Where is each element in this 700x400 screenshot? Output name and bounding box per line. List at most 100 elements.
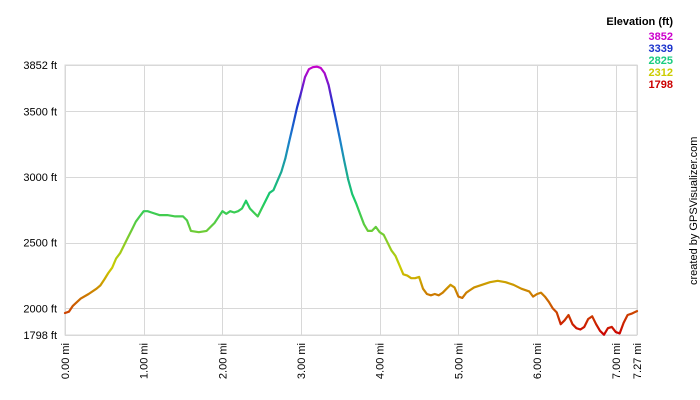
elevation-point bbox=[79, 297, 82, 300]
elevation-point bbox=[390, 249, 393, 252]
elevation-point bbox=[288, 140, 291, 143]
elevation-point bbox=[190, 230, 192, 232]
legend-entry-1798: 1798 bbox=[649, 79, 673, 91]
elevation-point bbox=[520, 287, 523, 290]
elevation-point bbox=[382, 234, 385, 236]
elevation-point bbox=[316, 65, 318, 68]
elevation-point bbox=[182, 215, 184, 218]
elevation-line bbox=[63, 65, 639, 336]
x-tick-label: 0.00 mi bbox=[60, 343, 72, 379]
elevation-point bbox=[312, 66, 314, 68]
elevation-point bbox=[241, 207, 243, 210]
elevation-point bbox=[150, 211, 153, 214]
elevation-point bbox=[414, 277, 416, 280]
elevation-point bbox=[225, 213, 228, 215]
elevation-point bbox=[253, 211, 255, 214]
elevation-point bbox=[135, 220, 137, 223]
x-tick-label: 7.00 mi bbox=[611, 343, 623, 379]
elevation-point bbox=[406, 274, 409, 277]
elevation-point bbox=[87, 293, 90, 295]
elevation-point bbox=[327, 84, 330, 86]
elevation-point bbox=[410, 277, 413, 280]
elevation-point bbox=[422, 287, 424, 290]
elevation-point bbox=[469, 289, 472, 291]
elevation-point bbox=[296, 106, 298, 109]
elevation-point bbox=[111, 266, 113, 269]
elevation-point bbox=[127, 236, 129, 239]
elevation-point bbox=[445, 287, 448, 290]
elevation-point bbox=[300, 92, 302, 94]
elevation-point bbox=[552, 307, 554, 310]
elevation-point bbox=[237, 210, 239, 212]
elevation-point bbox=[426, 293, 428, 295]
elevation-point bbox=[496, 280, 499, 282]
elevation-point bbox=[319, 67, 322, 69]
elevation-point bbox=[166, 214, 169, 216]
y-axis-ticks: 1798 ft 2000 ft 2500 ft 3000 ft 3500 ft 3852 … bbox=[23, 60, 57, 342]
x-tick-label: 4.00 mi bbox=[375, 343, 387, 379]
elevation-point bbox=[453, 286, 456, 289]
x-tick-label: 6.00 mi bbox=[532, 343, 544, 379]
elevation-point bbox=[186, 219, 188, 222]
legend-entry-2312: 2312 bbox=[649, 67, 673, 79]
elevation-point bbox=[441, 291, 444, 294]
elevation-point bbox=[123, 244, 125, 247]
y-tick-label: 2500 ft bbox=[23, 238, 57, 250]
credit-text: created by GPSVisualizer.com bbox=[688, 137, 700, 285]
elevation-point bbox=[457, 295, 460, 298]
elevation-point bbox=[622, 322, 625, 324]
elevation-point bbox=[481, 284, 483, 286]
elevation-point bbox=[335, 121, 338, 123]
elevation-point bbox=[473, 286, 475, 289]
legend-entry-3852: 3852 bbox=[649, 31, 673, 43]
elevation-point bbox=[347, 178, 350, 181]
elevation-point bbox=[95, 287, 98, 290]
elevation-point bbox=[615, 331, 617, 333]
elevation-point bbox=[284, 157, 287, 160]
elevation-point bbox=[626, 314, 629, 316]
elevation-point bbox=[119, 252, 121, 254]
elevation-point bbox=[245, 199, 247, 202]
elevation-point bbox=[142, 210, 145, 212]
elevation-point bbox=[276, 180, 279, 182]
elevation-point bbox=[504, 281, 507, 284]
plot-frame bbox=[64, 64, 638, 336]
elevation-point bbox=[264, 199, 267, 202]
legend-entry-2825: 2825 bbox=[649, 55, 673, 67]
elevation-point bbox=[64, 312, 66, 314]
x-axis-ticks: 0.00 mi 1.00 mi 2.00 mi 3.00 mi 4.00 mi 5.00 … bbox=[60, 343, 644, 379]
elevation-point bbox=[595, 323, 597, 326]
elevation-point bbox=[437, 294, 440, 297]
elevation-point bbox=[103, 278, 106, 281]
elevation-point bbox=[544, 295, 546, 298]
elevation-point bbox=[229, 210, 231, 212]
elevation-point bbox=[131, 228, 133, 231]
elevation-point bbox=[532, 295, 534, 298]
elevation-point bbox=[359, 213, 361, 215]
x-tick-label: 5.00 mi bbox=[453, 343, 465, 379]
elevation-point bbox=[591, 315, 593, 318]
elevation-point bbox=[233, 211, 235, 214]
y-tick-label: 1798 ft bbox=[23, 330, 57, 342]
elevation-point bbox=[611, 326, 613, 328]
elevation-point bbox=[583, 326, 586, 328]
elevation-point bbox=[599, 330, 601, 332]
elevation-point bbox=[351, 193, 354, 195]
elevation-point bbox=[174, 215, 176, 218]
elevation-point bbox=[343, 160, 346, 162]
elevation-point bbox=[434, 293, 436, 295]
elevation-point bbox=[72, 305, 74, 307]
elevation-point bbox=[563, 319, 566, 322]
elevation-point bbox=[587, 318, 589, 320]
gridlines bbox=[65, 65, 638, 336]
elevation-point bbox=[323, 72, 326, 74]
elevation-point bbox=[607, 327, 609, 330]
series-layer bbox=[63, 65, 639, 336]
elevation-point bbox=[512, 284, 515, 286]
elevation-point bbox=[528, 290, 530, 293]
elevation-point bbox=[304, 76, 306, 78]
elevation-point bbox=[555, 311, 558, 314]
elevation-point bbox=[292, 123, 295, 126]
elevation-point bbox=[146, 210, 149, 212]
